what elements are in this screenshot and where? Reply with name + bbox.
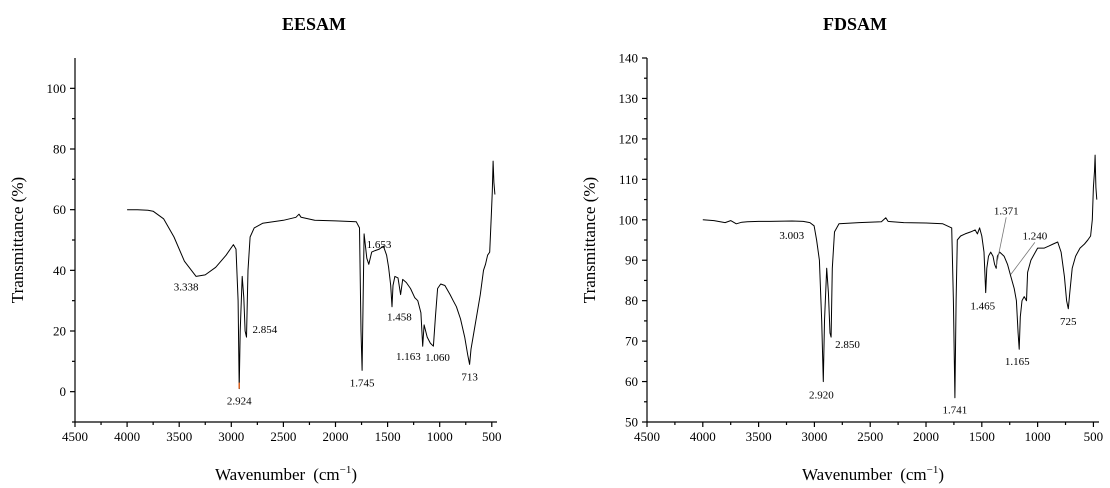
x-tick-label: 1000 xyxy=(1025,429,1051,444)
peak-label: 2.850 xyxy=(835,339,860,351)
fdsam-chart: FDSAM 4500 4000 3500 3000 2500 2000 1500 1000 500… xyxy=(580,14,1104,484)
x-axis-label: Wavenumber (cm−1) xyxy=(215,464,357,484)
y-tick-label: 100 xyxy=(619,212,639,227)
x-tick-label: 4000 xyxy=(690,429,716,444)
x-axis-label-unit-sup: −1 xyxy=(340,464,352,476)
x-tick-label: 4000 xyxy=(114,429,140,444)
peak-label: 1.163 xyxy=(396,351,421,363)
x-axis-label-unit-close: ) xyxy=(938,465,944,484)
x-axis-label-unit-sup: −1 xyxy=(927,464,939,476)
annotation-leader xyxy=(995,217,1007,267)
x-tick-label: 4500 xyxy=(62,429,88,444)
x-axis-label-unit-close: ) xyxy=(351,465,357,484)
peak-label: 1.458 xyxy=(387,312,412,324)
peak-label: 1.371 xyxy=(994,205,1019,217)
x-tick-label: 2000 xyxy=(913,429,939,444)
peak-label: 1.745 xyxy=(350,377,375,389)
y-tick-label: 60 xyxy=(625,374,638,389)
x-tick-label: 3000 xyxy=(801,429,827,444)
peak-label: 1.741 xyxy=(943,405,968,417)
x-tick-label: 3500 xyxy=(166,429,192,444)
peak-label: 2.920 xyxy=(809,390,834,402)
x-axis-label-text: Wavenumber xyxy=(215,465,306,484)
y-tick-label: 0 xyxy=(60,384,67,399)
x-tick-label: 2500 xyxy=(270,429,296,444)
chart-title: EESAM xyxy=(282,14,346,34)
peak-label: 3.003 xyxy=(779,230,804,242)
x-axis-label-unit: (cm xyxy=(313,465,339,484)
x-tick-label: 3500 xyxy=(746,429,772,444)
x-tick-label: 2500 xyxy=(857,429,883,444)
y-tick-label: 130 xyxy=(619,91,639,106)
y-tick-label: 140 xyxy=(619,51,639,66)
chart-title: FDSAM xyxy=(823,14,887,34)
x-tick-label: 1000 xyxy=(427,429,453,444)
y-tick-label: 80 xyxy=(53,142,66,157)
peak-label: 1.060 xyxy=(425,352,450,364)
y-tick-label: 20 xyxy=(53,324,66,339)
peak-label: 2.924 xyxy=(227,396,252,408)
x-tick-label: 4500 xyxy=(634,429,660,444)
peak-label: 1.240 xyxy=(1022,230,1047,242)
x-axis-label-unit: (cm xyxy=(900,465,926,484)
x-tick-label: 2000 xyxy=(322,429,348,444)
chart-panel-fdsam: FDSAM 4500 4000 3500 3000 2500 2000 1500 1000 500… xyxy=(555,0,1110,488)
y-axis-label: Transmittance (%) xyxy=(580,177,599,303)
peak-label: 1.165 xyxy=(1005,356,1030,368)
x-tick-label: 1500 xyxy=(969,429,995,444)
peak-label: 3.338 xyxy=(174,281,199,293)
y-tick-label: 110 xyxy=(619,172,638,187)
y-tick-label: 90 xyxy=(625,253,638,268)
x-tick-label: 500 xyxy=(482,429,502,444)
y-tick-label: 50 xyxy=(625,415,638,430)
y-tick-label: 100 xyxy=(47,81,67,96)
x-tick-label: 1500 xyxy=(375,429,401,444)
chart-panel-eesam: EESAM 4500 4000 3500 3000 2500 2000 1500 1000 500… xyxy=(8,14,502,484)
x-tick-label: 3000 xyxy=(218,429,244,444)
x-axis-label: Wavenumber (cm−1) xyxy=(802,464,944,484)
y-axis-label: Transmittance (%) xyxy=(8,177,27,303)
annotation-leader xyxy=(1010,242,1036,275)
peak-label: 713 xyxy=(461,371,478,383)
y-tick-label: 80 xyxy=(625,293,638,308)
y-tick-label: 40 xyxy=(53,263,66,278)
y-tick-label: 60 xyxy=(53,202,66,217)
peak-label: 2.854 xyxy=(253,324,278,336)
x-axis-label-text: Wavenumber xyxy=(802,465,893,484)
peak-label: 1.465 xyxy=(970,301,995,313)
peak-label: 725 xyxy=(1060,316,1077,328)
y-tick-label: 70 xyxy=(625,334,638,349)
y-tick-label: 120 xyxy=(619,131,639,146)
spectrum-line xyxy=(702,154,1098,399)
x-tick-label: 500 xyxy=(1084,429,1104,444)
peak-label: 1.653 xyxy=(367,239,392,251)
